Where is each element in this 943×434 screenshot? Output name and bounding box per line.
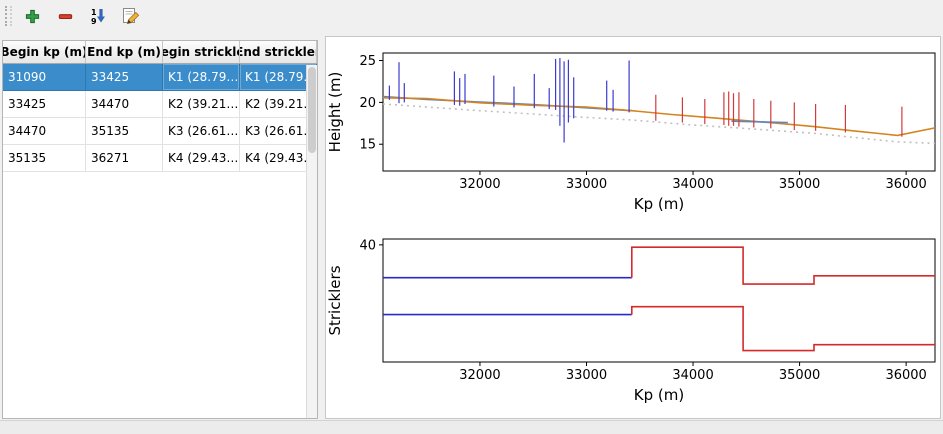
cell-begin_strickler[interactable]: K2 (39.21… xyxy=(163,91,240,118)
cell-end_kp[interactable]: 35135 xyxy=(86,118,163,145)
remove-row-button[interactable] xyxy=(52,3,78,29)
scrollbar-thumb[interactable] xyxy=(308,67,316,153)
water-segment-blue xyxy=(731,120,788,124)
status-bar xyxy=(0,420,943,434)
y-axis-label: Height (m) xyxy=(326,72,344,153)
height-profile-chart: 32000 33000 34000 35000 36000 15 20 25 Kp (m) Hei… xyxy=(326,52,936,213)
sort-digit-top: 1 xyxy=(91,8,97,17)
cell-begin_kp[interactable]: 31090 xyxy=(3,64,86,91)
x-tick-label: 34000 xyxy=(672,368,713,383)
cell-begin_strickler[interactable]: K1 (28.79… xyxy=(163,64,240,91)
toolbar-handle[interactable] xyxy=(5,6,12,26)
strickler-table-body: 31090 33425 K1 (28.79… K1 (28.79… 33425 34470… xyxy=(3,64,317,172)
strickler-zones-table: Begin kp (m)End kp (m)Begin stricklerEnd… xyxy=(2,40,318,419)
x-tick-label: 35000 xyxy=(779,177,820,192)
x-tick-label: 32000 xyxy=(459,177,500,192)
x-axis-label: Kp (m) xyxy=(634,195,684,213)
edit-row-button[interactable] xyxy=(118,3,144,29)
x-axis-label: Kp (m) xyxy=(634,386,684,404)
profile-main-orange xyxy=(382,97,936,137)
x-tick-label: 33000 xyxy=(566,368,607,383)
cell-begin_kp[interactable]: 35135 xyxy=(3,145,86,172)
cell-begin_strickler[interactable]: K4 (29.43… xyxy=(163,145,240,172)
y-tick-label: 20 xyxy=(359,96,376,111)
x-tick-label: 36000 xyxy=(885,368,926,383)
column-header-begin_strickler[interactable]: Begin strickler xyxy=(163,41,240,63)
x-tick-label: 33000 xyxy=(566,177,607,192)
sort-rows-button[interactable]: 1 9 xyxy=(85,3,111,29)
toolbar: 1 9 xyxy=(0,0,943,32)
column-header-end_kp[interactable]: End kp (m) xyxy=(86,41,163,63)
table-row[interactable]: 34470 35135 K3 (26.61… K3 (26.61… xyxy=(3,118,317,145)
edit-pencil-icon xyxy=(123,8,140,25)
plot-area xyxy=(382,52,936,172)
table-header: Begin kp (m)End kp (m)Begin stricklerEnd… xyxy=(3,41,317,64)
table-row[interactable]: 33425 34470 K2 (39.21… K2 (39.21… xyxy=(3,91,317,118)
cell-end_kp[interactable]: 33425 xyxy=(86,64,163,91)
other-major-stricklers xyxy=(630,246,935,285)
cell-begin_kp[interactable]: 34470 xyxy=(3,118,86,145)
cell-end_strickler[interactable]: K1 (28.79… xyxy=(240,64,317,91)
column-header-end_strickler[interactable]: End strickler xyxy=(240,41,317,63)
remove-row-icon xyxy=(58,13,72,19)
sort-digit-bottom: 9 xyxy=(91,17,97,25)
x-tick-label: 34000 xyxy=(672,177,713,192)
y-axis-label: Stricklers xyxy=(326,265,344,335)
x-tick-label: 35000 xyxy=(779,368,820,383)
stricklers-chart: 32000 33000 34000 35000 36000 40 Kp (m) Strickl… xyxy=(326,238,936,404)
table-row[interactable]: 31090 33425 K1 (28.79… K1 (28.79… xyxy=(3,64,317,91)
cell-end_kp[interactable]: 34470 xyxy=(86,91,163,118)
x-tick-label: 36000 xyxy=(885,177,926,192)
charts-panel: 32000 33000 34000 35000 36000 15 20 25 Kp (m) Hei… xyxy=(325,36,941,419)
table-scrollbar[interactable] xyxy=(306,65,317,418)
cell-begin_kp[interactable]: 33425 xyxy=(3,91,86,118)
plot-area xyxy=(382,238,936,363)
column-header-begin_kp[interactable]: Begin kp (m) xyxy=(3,41,86,63)
x-tick-label: 32000 xyxy=(459,368,500,383)
cell-end_kp[interactable]: 36271 xyxy=(86,145,163,172)
cell-begin_strickler[interactable]: K3 (26.61… xyxy=(163,118,240,145)
add-row-button[interactable] xyxy=(19,3,45,29)
table-row[interactable]: 35135 36271 K4 (29.43… K4 (29.43… xyxy=(3,145,317,172)
y-tick-label: 25 xyxy=(359,54,376,69)
y-tick-label: 40 xyxy=(359,238,376,253)
reference-line-dotted xyxy=(382,103,936,145)
sort-numeric-icon: 1 9 xyxy=(91,8,105,25)
add-row-icon xyxy=(25,9,39,23)
other-minor-stricklers xyxy=(630,305,935,352)
y-tick-label: 15 xyxy=(359,138,376,153)
